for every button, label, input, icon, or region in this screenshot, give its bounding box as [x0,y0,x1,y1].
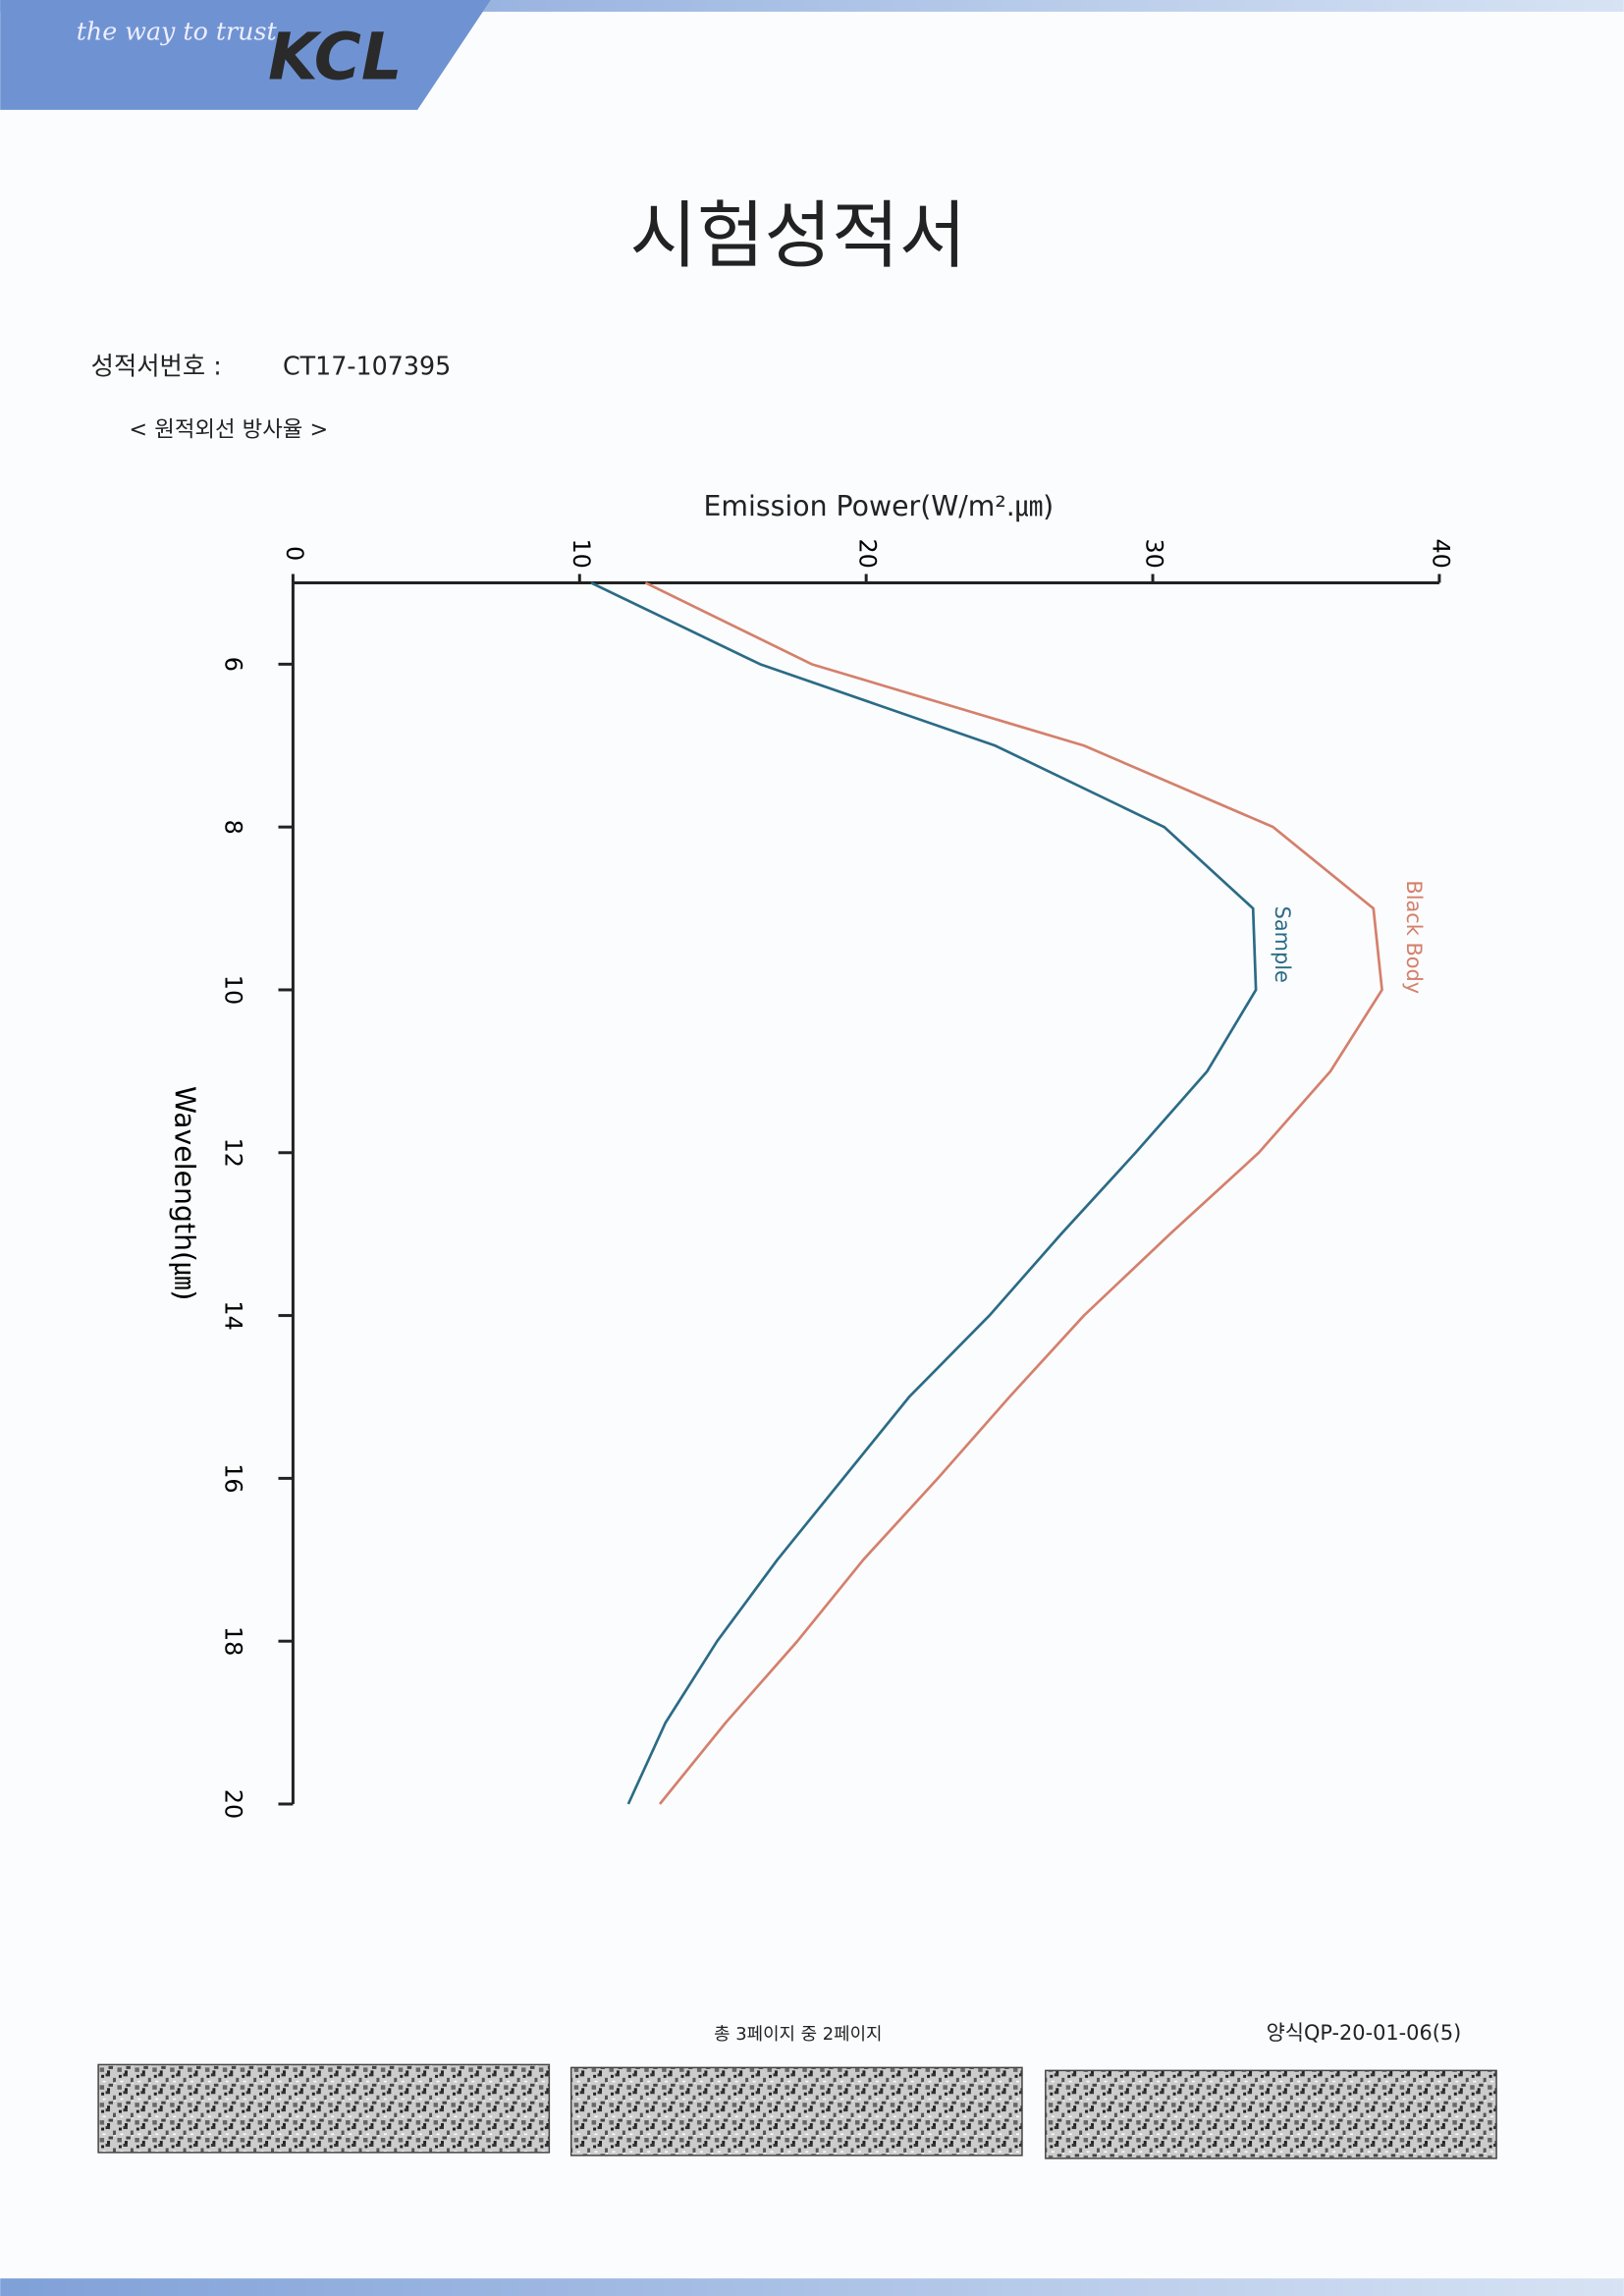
x-tick-label: 8 [219,820,246,835]
x-tick-label: 20 [219,1789,246,1819]
bottom-band [0,2278,1624,2296]
y-tick-label: 20 [854,538,882,568]
data-line [644,581,1383,1805]
page-number: 총 3페이지 중 2페이지 [714,2024,882,2045]
top-band [0,0,1624,12]
legend-label: Sample [1271,906,1294,983]
legend-label: Black Body [1402,880,1426,994]
x-tick-label: 12 [219,1138,246,1168]
security-pattern [97,2063,551,2154]
y-tick-label: 40 [1427,538,1454,568]
security-pattern [1045,2069,1497,2159]
y-tick-label: 10 [568,538,595,568]
security-pattern [569,2066,1023,2157]
data-line [590,581,1258,1805]
logo: KCL [268,21,403,95]
x-tick-label: 14 [219,1300,246,1330]
tagline: the way to trust [77,16,278,45]
y-axis-title: Emission Power(W/m².㎛) [704,490,1055,522]
logo-banner [0,0,491,110]
report-number: CT17-107395 [283,352,451,381]
y-tick-label: 0 [281,546,308,561]
x-tick-label: 16 [219,1463,246,1493]
chart: 0 10 20 30 40 6 8 10 12 14 16 18 20 Emission Power(W/… [169,490,1455,1819]
title: 시험성적서 [629,192,966,278]
x-axis-title: Wavelength(㎛) [169,1086,201,1300]
x-tick-label: 18 [219,1626,246,1656]
x-tick-label: 10 [219,975,246,1005]
report-number-label: 성적서번호 : [91,352,222,381]
section-title: < 원적외선 방사율 > [129,416,328,442]
y-tick-label: 30 [1141,538,1168,568]
x-tick-label: 6 [219,657,246,672]
form-code: 양식QP-20-01-06(5) [1267,2021,1462,2045]
